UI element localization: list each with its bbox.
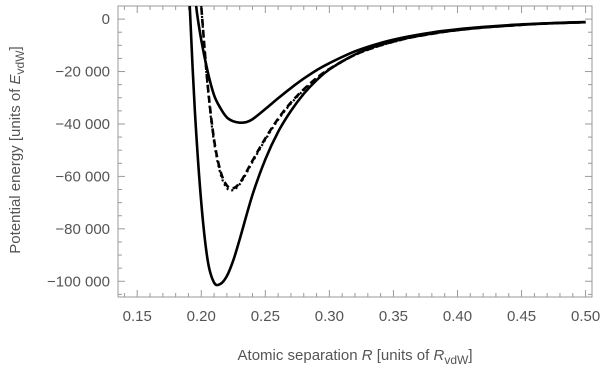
y-axis-title-unit-symbol: E	[7, 73, 24, 84]
y-axis-title-suffix: ]	[7, 46, 24, 50]
series-solid-1	[194, 6, 586, 125]
y-tick-label: 0	[102, 11, 110, 28]
series-solid-2	[188, 6, 586, 287]
x-tick-label: 0.40	[443, 308, 472, 325]
x-tick-label: 0.45	[507, 308, 536, 325]
axis-ticks	[118, 5, 592, 297]
series-dashed-3	[199, 6, 586, 190]
series-dotted-4	[200, 6, 407, 192]
x-tick-label: 0.20	[187, 308, 216, 325]
y-tick-label: −60 000	[55, 168, 110, 185]
plot-frame	[117, 5, 593, 298]
y-tick-label: −80 000	[55, 221, 110, 238]
x-axis-title-unit-subscript: vdW	[444, 353, 469, 367]
x-tick-label: 0.30	[315, 308, 344, 325]
x-axis-title-middle: [units of	[373, 347, 434, 364]
x-tick-label: 0.15	[123, 308, 152, 325]
x-tick-label: 0.25	[251, 308, 280, 325]
x-axis-title-variable: R	[362, 347, 373, 364]
y-tick-label: −100 000	[47, 273, 110, 290]
y-tick-label: −20 000	[55, 64, 110, 81]
curves	[188, 6, 586, 287]
x-tick-label: 0.50	[571, 308, 600, 325]
y-axis-title-prefix: Potential energy [units of	[7, 84, 24, 253]
y-axis-title-unit-subscript: vdW	[13, 50, 27, 75]
axis-tick-labels: 0.15 0.20 0.25 0.30 0.35 0.40 0.45 0.50 0 −20 000…	[47, 11, 600, 325]
x-axis-title-unit-symbol: R	[433, 347, 444, 364]
x-axis-title-prefix: Atomic separation	[238, 347, 362, 364]
y-tick-label: −40 000	[55, 116, 110, 133]
x-tick-label: 0.35	[379, 308, 408, 325]
x-axis-title: Atomic separation R [units of RvdW]	[238, 347, 473, 367]
y-axis-title: Potential energy [units of EvdW]	[7, 46, 27, 253]
x-axis-title-suffix: ]	[468, 347, 472, 364]
